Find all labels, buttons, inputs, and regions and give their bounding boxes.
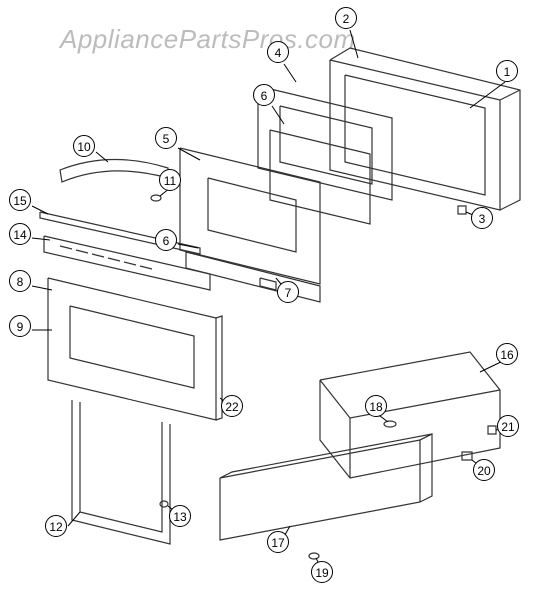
callout-18: 18 [365,395,387,417]
callout-11: 11 [159,169,181,191]
callout-5: 5 [155,127,177,149]
callout-21: 21 [497,415,519,437]
callout-4: 4 [267,41,289,63]
callout-7: 7 [277,281,299,303]
callout-12: 12 [45,515,67,537]
callout-20: 20 [473,459,495,481]
leader-lines [32,30,506,570]
callout-1: 1 [496,60,518,82]
callout-10: 10 [73,135,95,157]
callout-6: 6 [155,229,177,251]
callout-15: 15 [9,189,31,211]
callout-2: 2 [335,7,357,29]
callout-3: 3 [471,207,493,229]
callout-17: 17 [267,531,289,553]
callout-22: 22 [221,395,243,417]
callout-19: 19 [311,561,333,583]
callout-6: 6 [253,84,275,106]
callout-9: 9 [9,315,31,337]
callout-8: 8 [9,270,31,292]
callout-13: 13 [169,505,191,527]
callout-16: 16 [496,343,518,365]
callout-14: 14 [9,223,31,245]
